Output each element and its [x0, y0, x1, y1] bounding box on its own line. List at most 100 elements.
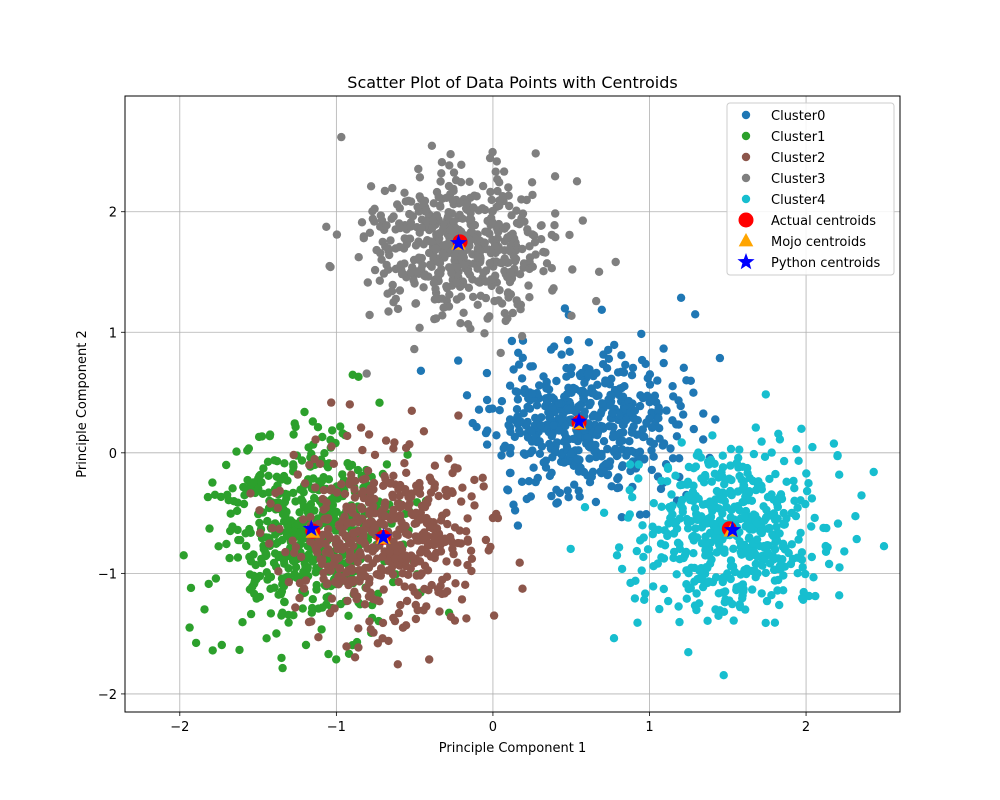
data-point [594, 267, 604, 276]
data-point [597, 305, 606, 314]
data-point [327, 594, 337, 603]
data-point [679, 410, 688, 419]
data-point [365, 228, 375, 237]
data-point [337, 480, 346, 489]
data-point [342, 642, 351, 651]
data-point [580, 378, 589, 388]
data-point [674, 602, 683, 611]
data-point [561, 421, 570, 431]
data-point [430, 535, 439, 545]
data-point [428, 222, 437, 232]
data-point [517, 214, 526, 223]
data-point [456, 178, 466, 187]
data-point [632, 546, 641, 556]
x-axis-label: Principle Component 1 [439, 741, 586, 756]
data-point [435, 607, 444, 616]
data-point [243, 446, 252, 455]
data-point [504, 191, 513, 200]
data-point [407, 492, 416, 501]
data-point [457, 595, 467, 604]
data-point [824, 559, 834, 569]
data-point [529, 463, 538, 472]
data-point [404, 530, 413, 539]
data-point [672, 432, 682, 441]
data-point [625, 437, 634, 446]
data-point [473, 277, 483, 286]
data-point [461, 199, 471, 209]
data-point [370, 494, 379, 504]
data-point [327, 398, 336, 407]
data-point [621, 360, 630, 370]
legend-frame [726, 102, 895, 276]
data-point [463, 537, 473, 546]
star-centroid-marker [570, 412, 588, 429]
data-point [636, 536, 645, 545]
data-point [401, 197, 410, 206]
data-point [434, 192, 443, 202]
data-point [794, 535, 803, 544]
data-point [701, 545, 710, 555]
data-point [487, 195, 496, 205]
data-point [274, 567, 283, 576]
data-point [532, 401, 542, 410]
data-point [608, 408, 617, 418]
data-point [295, 508, 304, 517]
data-point [434, 268, 443, 277]
data-point [448, 538, 457, 547]
data-point [304, 617, 314, 627]
data-point [613, 368, 623, 377]
data-point [379, 481, 388, 490]
data-point [364, 519, 373, 528]
data-point [487, 281, 496, 291]
data-point [382, 460, 392, 469]
data-point [451, 579, 460, 588]
data-point [288, 536, 297, 545]
data-point [270, 456, 279, 465]
data-point [668, 501, 677, 510]
data-point [653, 376, 662, 385]
data-point [494, 227, 503, 237]
data-point [522, 494, 531, 504]
data-point [663, 464, 673, 473]
data-point [525, 293, 534, 302]
data-point [308, 595, 317, 604]
data-point [619, 368, 629, 377]
data-point [607, 482, 616, 491]
data-point [492, 431, 501, 440]
data-point [397, 269, 407, 279]
data-point [506, 427, 515, 436]
data-point [682, 566, 692, 575]
data-point [597, 407, 606, 416]
data-point [389, 444, 398, 453]
data-point [597, 449, 606, 459]
data-point [463, 514, 472, 523]
data-point [411, 532, 420, 541]
data-point [808, 442, 817, 452]
data-point [457, 497, 466, 506]
data-point [605, 422, 614, 431]
data-point [387, 287, 397, 296]
data-point [282, 528, 291, 537]
data-point [728, 562, 738, 571]
data-point [662, 406, 671, 415]
data-point [593, 380, 602, 389]
data-point [360, 600, 370, 609]
legend-marker [741, 131, 751, 141]
data-point [807, 522, 816, 531]
data-point [716, 495, 726, 504]
data-point [775, 529, 784, 538]
data-point [566, 544, 575, 554]
data-point [675, 555, 684, 564]
data-point [395, 503, 405, 512]
data-point [332, 507, 341, 517]
data-point [648, 522, 657, 531]
data-point [729, 544, 738, 553]
data-point [252, 594, 261, 603]
y-tick-label: 0 [109, 447, 117, 462]
data-point [337, 573, 346, 582]
data-point [735, 602, 745, 612]
data-point [584, 338, 594, 347]
data-point [370, 265, 380, 275]
data-point [426, 488, 436, 497]
data-point [565, 347, 574, 356]
